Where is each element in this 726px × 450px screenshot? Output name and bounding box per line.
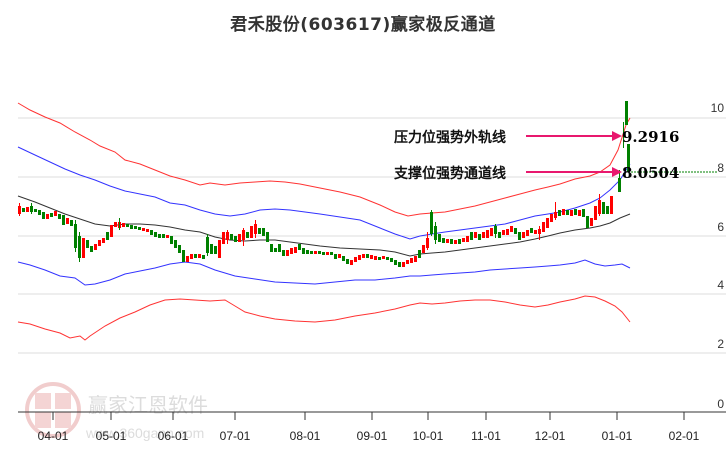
chart-title: 君禾股份(603617)赢家极反通道 xyxy=(230,15,496,35)
support-arrowhead-icon xyxy=(612,167,622,177)
mid-line xyxy=(17,195,631,257)
gridlines xyxy=(18,117,726,354)
y-axis-labels: 10 8 6 4 2 0 xyxy=(711,101,725,411)
y-tick-8: 8 xyxy=(717,161,724,175)
outer-upper-band xyxy=(17,102,631,217)
x-tick-label: 01-01 xyxy=(602,429,633,443)
x-axis-labels: 04-01 05-01 06-01 07-01 08-01 09-01 10-0… xyxy=(38,429,700,443)
watermark: 赢家江恩软件 www.360gann.com xyxy=(25,382,208,441)
x-tick-label: 08-01 xyxy=(290,429,321,443)
watermark-logo-icon xyxy=(25,382,81,438)
pressure-line-label: 压力位强势外轨线 xyxy=(394,129,506,146)
inner-lower-band xyxy=(17,259,631,286)
x-tick-label: 10-01 xyxy=(413,429,444,443)
x-tick-label: 05-01 xyxy=(96,429,127,443)
y-tick-0: 0 xyxy=(717,397,724,411)
inner-upper-band xyxy=(17,146,631,240)
annotation-support: 支撑位强势通道线 8.0504 xyxy=(393,164,679,182)
x-axis-ticks xyxy=(52,412,685,420)
y-tick-10: 10 xyxy=(711,101,725,115)
support-line-value: 8.0504 xyxy=(622,164,679,182)
watermark-brand: 赢家江恩软件 xyxy=(88,393,208,417)
annotation-pressure: 压力位强势外轨线 9.2916 xyxy=(394,128,679,146)
x-tick-label: 06-01 xyxy=(158,429,189,443)
x-tick-label: 12-01 xyxy=(535,429,566,443)
x-tick-label: 09-01 xyxy=(357,429,388,443)
y-tick-2: 2 xyxy=(717,337,724,351)
candlesticks xyxy=(18,101,630,267)
x-tick-label: 11-01 xyxy=(471,429,501,443)
pressure-arrowhead-icon xyxy=(612,131,622,141)
x-tick-label: 04-01 xyxy=(38,429,69,443)
x-tick-label: 02-01 xyxy=(669,429,700,443)
pressure-line-value: 9.2916 xyxy=(622,128,679,146)
y-tick-6: 6 xyxy=(717,220,724,234)
watermark-url: www.360gann.com xyxy=(85,425,204,441)
y-tick-4: 4 xyxy=(717,278,724,292)
x-tick-label: 07-01 xyxy=(220,429,251,443)
support-line-label: 支撑位强势通道线 xyxy=(393,165,506,182)
outer-lower-band xyxy=(17,295,631,341)
